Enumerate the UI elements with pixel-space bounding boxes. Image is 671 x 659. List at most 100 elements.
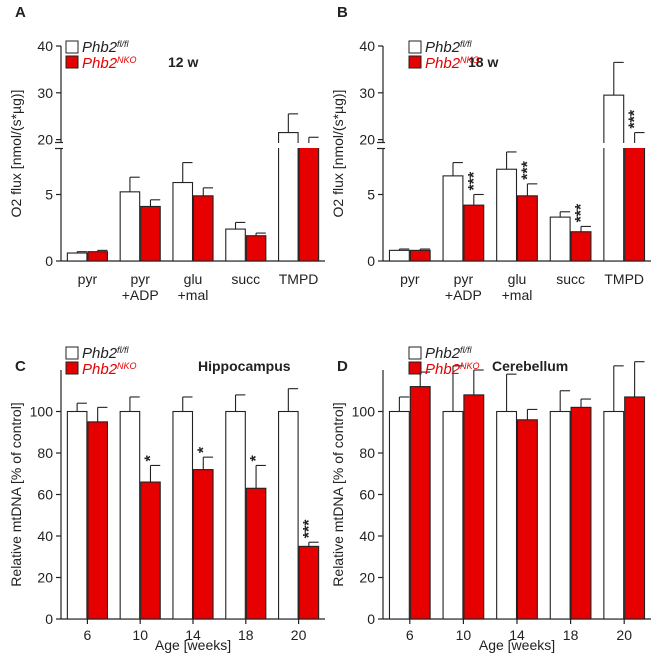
bar-control [278,132,299,262]
legend-label-control: Phb2fl/fl [425,345,473,362]
y-tick-label: 20 [359,570,375,586]
y-tick-label: 20 [37,132,53,148]
bar-knockout [409,249,431,262]
y-axis-label: O2 flux [nmol/(s*µg)] [8,90,24,218]
y-tick-label: 100 [352,404,376,420]
y-tick-label: 5 [45,187,53,203]
bar-knockout [298,143,320,262]
legend-label-control: Phb2fl/fl [82,39,130,56]
bar-control [442,175,464,262]
panel-label: B [337,4,348,21]
x-tick-label: 14 [509,627,525,643]
y-tick-label: 80 [37,445,53,461]
bar-knockout [516,419,538,620]
panel-label: D [337,358,348,375]
y-tick-label: 40 [359,38,375,54]
x-tick-label: succ [231,271,260,287]
axis-break [53,143,329,148]
legend-swatch-knockout [65,361,79,375]
x-tick-label: 18 [563,627,579,643]
chart-title: Cerebellum [492,358,568,374]
x-tick-label: pyr +ADP [445,271,482,303]
bar-knockout [516,195,538,262]
significance-stars: * [142,454,159,461]
y-axis-label: Relative mtDNA [% of control] [330,402,346,586]
legend-label-control: Phb2fl/fl [425,39,473,56]
y-tick-label: 40 [37,528,53,544]
significance-stars: * [195,446,212,453]
legend-swatch-control [65,346,79,360]
legend-label-knockout: Phb2NKO [425,361,480,378]
bar-control [225,228,246,262]
bar-control [388,249,410,262]
bar-control [119,191,141,262]
bar-knockout [624,143,646,262]
x-tick-label: pyr [78,271,98,287]
legend-swatch-knockout [408,55,422,69]
x-tick-label: 20 [291,627,307,643]
y-axis-label: O2 flux [nmol/(s*µg)] [330,90,346,218]
bar-knockout [87,251,108,262]
y-tick-label: 80 [359,445,375,461]
bar-control [549,216,571,262]
legend-swatch-knockout [408,361,422,375]
y-tick-label: 30 [359,85,375,101]
bar-knockout [624,396,646,620]
bar-knockout [409,386,431,620]
bar-control [549,410,571,620]
bar-control [496,410,518,620]
bar-knockout [245,235,267,262]
y-axis-label: Relative mtDNA [% of control] [8,402,24,586]
bar-control [603,94,625,262]
bar-control [496,168,518,262]
bar-control [172,410,194,620]
axis-break [375,143,655,148]
chart-title: 18 w [468,54,498,70]
x-tick-label: 14 [185,627,201,643]
x-tick-label: 18 [238,627,254,643]
bar-knockout [140,205,161,262]
bar-knockout [570,231,592,262]
legend-label-knockout: Phb2NKO [82,55,137,72]
y-tick-label: 100 [30,404,54,420]
x-axis-label: Age [weeks] [155,637,231,653]
x-tick-label: pyr +ADP [122,271,159,303]
x-tick-label: 10 [132,627,148,643]
panel-a: A 0 5 20 30 40 O2 flux [nmol/(s*µg)] pyr pyr +ADP… [8,4,329,303]
chart-title: 12 w [168,54,198,70]
y-tick-label: 0 [45,253,53,269]
x-tick-label: glu +mal [178,271,209,303]
y-tick-label: 0 [367,611,375,627]
significance-stars: *** [301,519,318,538]
y-tick-label: 0 [367,253,375,269]
significance-stars: *** [573,203,590,222]
bar-knockout [298,545,320,620]
bar-knockout [192,195,214,262]
y-tick-label: 60 [37,487,53,503]
x-tick-label: 20 [616,627,632,643]
y-tick-label: 30 [37,85,53,101]
bar-control [225,410,246,620]
legend-swatch-control [65,40,79,54]
bar-control [119,410,141,620]
legend-swatch-control [408,346,422,360]
panel-c: C 0 20 40 60 80 100 Relative mtDNA [% of contro… [8,345,325,653]
bar-knockout [463,204,485,262]
y-tick-label: 60 [359,487,375,503]
y-tick-label: 20 [359,132,375,148]
bar-knockout [140,481,161,620]
legend-label-control: Phb2fl/fl [82,345,130,362]
bar-control [278,410,299,620]
x-tick-label: 10 [456,627,472,643]
bar-control [66,252,88,262]
significance-stars: * [248,454,265,461]
bar-knockout [463,394,485,620]
panel-label: A [15,4,26,21]
bar-knockout [245,487,267,620]
y-tick-label: 40 [37,38,53,54]
bar-control [172,181,194,262]
legend-swatch-knockout [65,55,79,69]
